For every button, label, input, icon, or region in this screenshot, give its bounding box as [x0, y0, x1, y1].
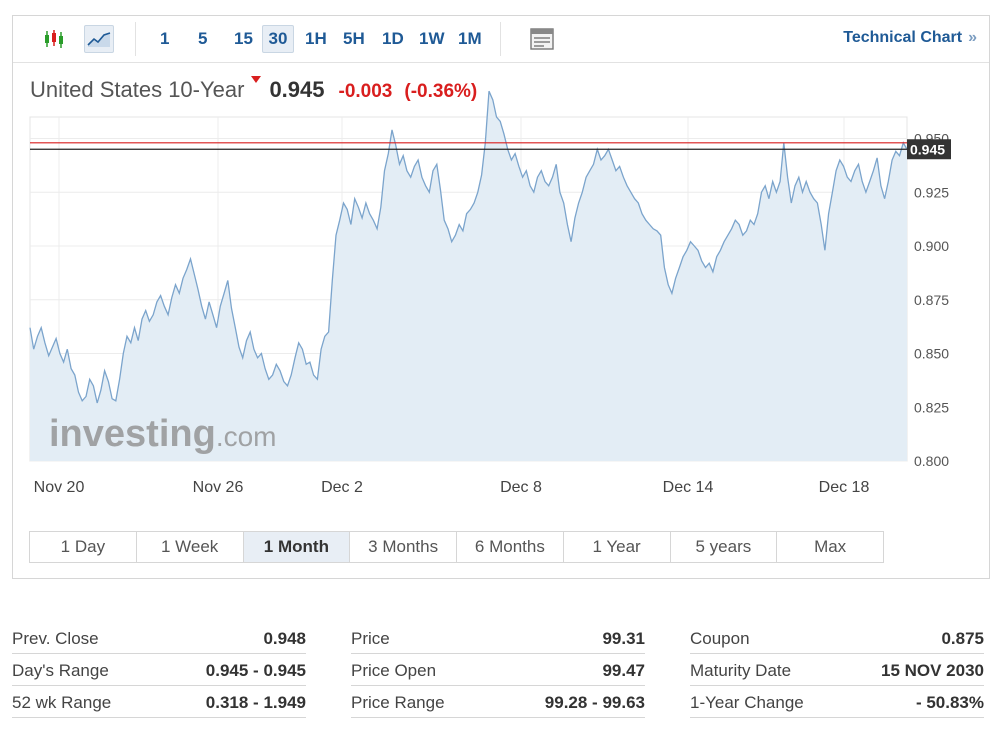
- timeframe-1w[interactable]: 1W: [419, 29, 445, 48]
- stat-value: 0.318 - 1.949: [205, 692, 306, 712]
- stat-row: Maturity Date 15 NOV 2030: [690, 654, 984, 686]
- timeframe-30[interactable]: 30: [262, 25, 294, 53]
- timeframe-1d[interactable]: 1D: [382, 29, 404, 48]
- range-max[interactable]: Max: [814, 537, 847, 556]
- stat-row: 52 wk Range 0.318 - 1.949: [12, 686, 306, 718]
- stat-value: 99.28 - 99.63: [544, 692, 645, 712]
- current-price-tag: [907, 139, 951, 160]
- stat-row: Prev. Close 0.948: [12, 622, 306, 654]
- stat-label: Price Open: [351, 660, 437, 680]
- stat-value: 0.875: [941, 628, 984, 648]
- range-1-day[interactable]: 1 Day: [30, 532, 137, 562]
- stat-label: Price Range: [351, 692, 445, 712]
- current-price-label: 0.945: [910, 141, 945, 157]
- stat-label: Coupon: [690, 628, 750, 648]
- timeframe-1[interactable]: 1: [160, 29, 170, 48]
- timeframe-5h[interactable]: 5H: [343, 29, 365, 48]
- timeframe-1m[interactable]: 1M: [458, 29, 482, 48]
- price-chart[interactable]: investing.com 0.800 0.825 0.850 0.875 0.900 0.…: [13, 16, 989, 516]
- stat-row: Price Range 99.28 - 99.63: [351, 686, 645, 718]
- price-change: -0.003: [338, 81, 393, 102]
- x-tick-label: Dec 8: [500, 479, 542, 496]
- stat-label: Prev. Close: [12, 628, 99, 648]
- stat-label: Price: [351, 628, 390, 648]
- x-tick-label: Dec 2: [321, 479, 363, 496]
- y-tick-label: 0.925: [914, 184, 949, 200]
- line-chart-icon[interactable]: [84, 25, 114, 53]
- table-view-icon[interactable]: [527, 25, 557, 53]
- y-tick-label: 0.800: [914, 453, 949, 469]
- stat-value: 99.31: [602, 628, 645, 648]
- stat-value: 15 NOV 2030: [880, 660, 984, 680]
- x-tick-label: Nov 20: [34, 479, 85, 496]
- stats-column-1: Prev. Close 0.948 Day's Range 0.945 - 0.945…: [12, 622, 306, 718]
- stat-row: Price Open 99.47: [351, 654, 645, 686]
- series-line: [29, 90, 908, 404]
- instrument-header: United States 10-Year 0.945 -0.003 (-0.36%): [30, 76, 478, 107]
- stat-value: 0.948: [263, 628, 306, 648]
- watermark-logo: investing.com: [49, 413, 277, 455]
- instrument-price: 0.945: [269, 77, 325, 102]
- x-tick-label: Dec 18: [819, 479, 870, 496]
- stats-column-2: Price 99.31 Price Open 99.47 Price Range 99.2…: [351, 622, 645, 718]
- range-1-week[interactable]: 1 Week: [137, 532, 244, 562]
- y-tick-label: 0.850: [914, 346, 949, 362]
- range-1-month[interactable]: 1 Month: [243, 532, 351, 562]
- stat-label: Day's Range: [12, 660, 109, 680]
- double-chevron-right-icon: »: [968, 29, 977, 46]
- timeframe-15[interactable]: 15: [234, 29, 253, 48]
- y-tick-label: 0.875: [914, 292, 949, 308]
- chart-toolbar: 1 5 15 30 1H 5H 1D 1W 1M Technical Chart»: [13, 16, 989, 63]
- area-fill: [30, 91, 907, 461]
- range-6-months[interactable]: 6 Months: [457, 532, 564, 562]
- stat-label: 1-Year Change: [690, 692, 804, 712]
- technical-chart-link[interactable]: Technical Chart»: [843, 29, 977, 46]
- y-tick-label: 0.825: [914, 399, 949, 415]
- candlestick-icon[interactable]: [39, 25, 69, 53]
- range-3-months[interactable]: 3 Months: [350, 532, 457, 562]
- y-tick-label: 0.900: [914, 238, 949, 254]
- down-arrow-icon: [251, 76, 262, 83]
- range-5-years[interactable]: 5 years: [671, 532, 778, 562]
- stat-row: Day's Range 0.945 - 0.945: [12, 654, 306, 686]
- instrument-name: United States 10-Year: [30, 77, 245, 102]
- stat-label: Maturity Date: [690, 660, 792, 680]
- range-1-year[interactable]: 1 Year: [564, 532, 671, 562]
- stat-label: 52 wk Range: [12, 692, 112, 712]
- x-tick-label: Dec 14: [663, 479, 714, 496]
- stat-row: Coupon 0.875: [690, 622, 984, 654]
- stat-row: 1-Year Change - 50.83%: [690, 686, 984, 718]
- timeframe-5[interactable]: 5: [198, 29, 208, 48]
- range-selector: 1 Day 1 Week 1 Month 3 Months 6 Months 1 Year…: [29, 531, 884, 563]
- stat-value: 0.945 - 0.945: [205, 660, 306, 680]
- stat-value: 99.47: [602, 660, 645, 680]
- stat-value: - 50.83%: [915, 692, 984, 712]
- chart-panel: 1 5 15 30 1H 5H 1D 1W 1M Technical Chart» United…: [12, 15, 990, 579]
- stat-row: Price 99.31: [351, 622, 645, 654]
- timeframe-1h[interactable]: 1H: [305, 29, 327, 48]
- stats-column-3: Coupon 0.875 Maturity Date 15 NOV 2030 1-Yea…: [690, 622, 984, 718]
- x-tick-label: Nov 26: [193, 479, 244, 496]
- price-change-percent: (-0.36%): [404, 81, 478, 102]
